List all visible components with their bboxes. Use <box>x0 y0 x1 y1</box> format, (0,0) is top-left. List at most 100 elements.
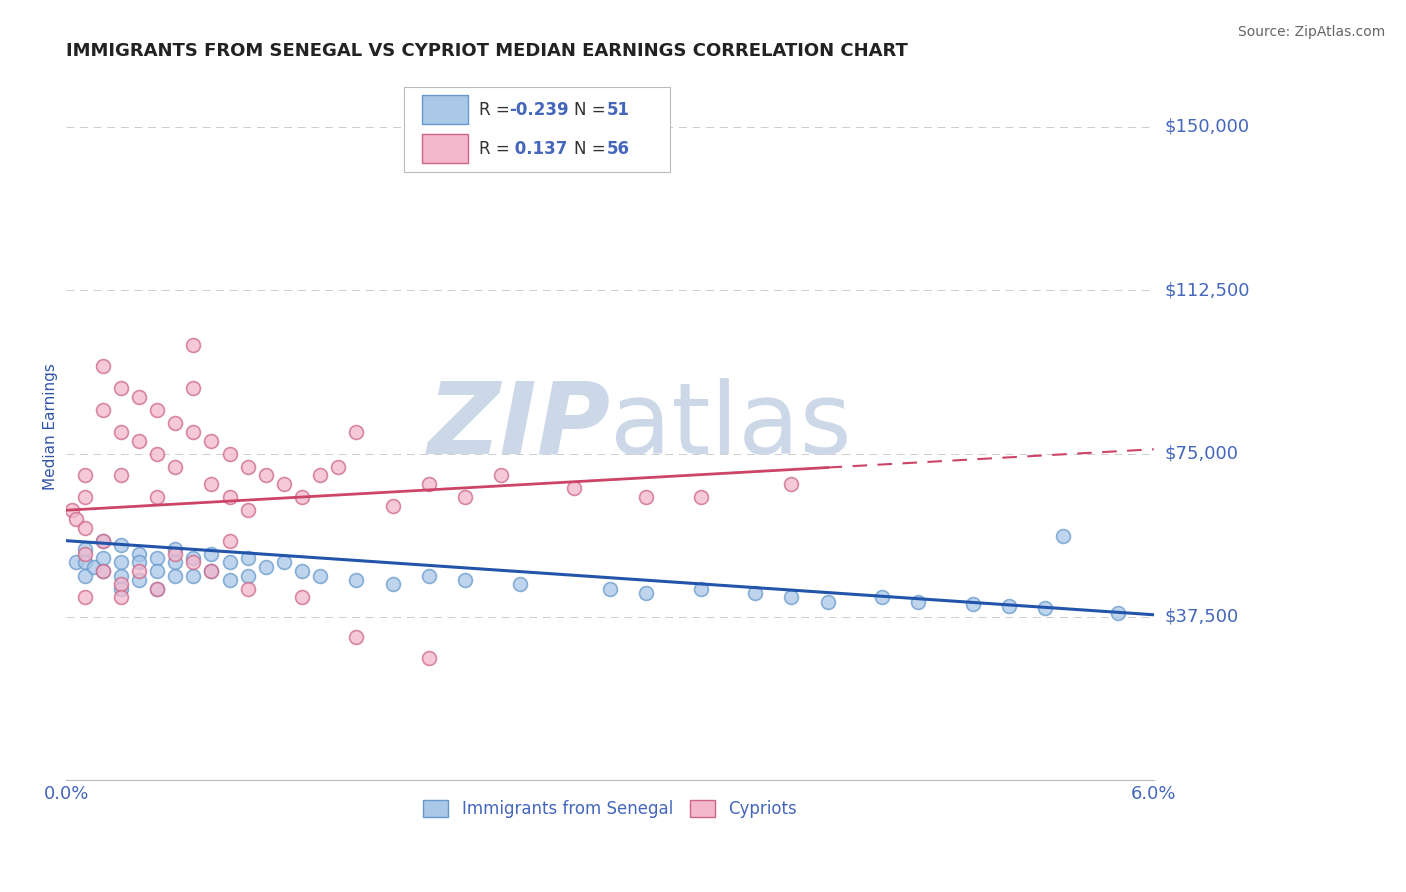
Point <box>962 597 984 611</box>
Point <box>110 556 132 570</box>
Point <box>218 556 240 570</box>
Point <box>218 490 240 504</box>
Text: N =: N = <box>574 139 612 158</box>
Point <box>200 434 222 448</box>
Point <box>146 582 169 596</box>
Point <box>65 556 87 570</box>
Text: IMMIGRANTS FROM SENEGAL VS CYPRIOT MEDIAN EARNINGS CORRELATION CHART: IMMIGRANTS FROM SENEGAL VS CYPRIOT MEDIA… <box>66 42 908 60</box>
Point <box>73 568 96 582</box>
Point <box>146 490 169 504</box>
Point <box>91 551 114 566</box>
Point <box>1107 606 1129 620</box>
Text: atlas: atlas <box>610 378 852 475</box>
Text: $37,500: $37,500 <box>1166 608 1239 626</box>
Point <box>200 477 222 491</box>
Point <box>599 582 621 596</box>
Point <box>254 559 277 574</box>
Y-axis label: Median Earnings: Median Earnings <box>44 363 58 490</box>
Point <box>128 564 150 578</box>
Point <box>73 490 96 504</box>
Point <box>110 591 132 605</box>
Point <box>73 547 96 561</box>
Point <box>181 337 204 351</box>
Point <box>110 381 132 395</box>
Point <box>110 582 132 596</box>
Point <box>110 577 132 591</box>
Point <box>291 591 314 605</box>
Point <box>218 447 240 461</box>
Point <box>91 564 114 578</box>
Point <box>181 425 204 439</box>
Point <box>128 390 150 404</box>
Point <box>254 468 277 483</box>
Text: Source: ZipAtlas.com: Source: ZipAtlas.com <box>1237 25 1385 39</box>
Point <box>73 521 96 535</box>
Point <box>218 573 240 587</box>
Point <box>418 568 440 582</box>
Point <box>218 533 240 548</box>
Point <box>689 582 711 596</box>
Point <box>128 573 150 587</box>
Point <box>128 547 150 561</box>
Point <box>200 564 222 578</box>
Text: R =: R = <box>478 101 515 119</box>
Point <box>870 591 893 605</box>
Point <box>146 447 169 461</box>
Point <box>381 577 404 591</box>
Text: 0.137: 0.137 <box>509 139 568 158</box>
Text: R =: R = <box>478 139 515 158</box>
Point <box>508 577 530 591</box>
Point <box>83 559 105 574</box>
Text: $75,000: $75,000 <box>1166 444 1239 463</box>
Text: $150,000: $150,000 <box>1166 118 1250 136</box>
Point <box>146 403 169 417</box>
Point <box>165 568 187 582</box>
Point <box>273 477 295 491</box>
Point <box>110 538 132 552</box>
Point <box>236 551 259 566</box>
Point <box>165 416 187 430</box>
Point <box>73 468 96 483</box>
Point <box>1052 529 1074 543</box>
Point <box>454 573 477 587</box>
Point <box>907 595 929 609</box>
Point <box>181 381 204 395</box>
Text: $112,500: $112,500 <box>1166 281 1250 299</box>
Point <box>328 459 350 474</box>
Point <box>73 542 96 557</box>
Point <box>1033 601 1056 615</box>
Text: N =: N = <box>574 101 612 119</box>
Point <box>817 595 839 609</box>
Point <box>689 490 711 504</box>
Point <box>91 564 114 578</box>
Point <box>110 568 132 582</box>
Point <box>344 573 367 587</box>
Point <box>998 599 1021 613</box>
Point <box>91 533 114 548</box>
Point <box>200 564 222 578</box>
Point <box>418 651 440 665</box>
Point <box>146 582 169 596</box>
Text: 51: 51 <box>607 101 630 119</box>
Point <box>181 568 204 582</box>
Point <box>273 556 295 570</box>
Point <box>344 425 367 439</box>
Point <box>344 630 367 644</box>
Point <box>165 556 187 570</box>
Text: 56: 56 <box>607 139 630 158</box>
Point <box>744 586 766 600</box>
Point <box>181 551 204 566</box>
Point <box>291 490 314 504</box>
Point <box>636 586 658 600</box>
Point <box>780 477 803 491</box>
Point <box>454 490 477 504</box>
Point <box>562 482 585 496</box>
FancyBboxPatch shape <box>422 95 468 125</box>
Point <box>91 533 114 548</box>
Point <box>309 568 332 582</box>
FancyBboxPatch shape <box>422 134 468 163</box>
Point <box>181 556 204 570</box>
Point <box>236 503 259 517</box>
FancyBboxPatch shape <box>404 87 669 171</box>
Point <box>236 568 259 582</box>
